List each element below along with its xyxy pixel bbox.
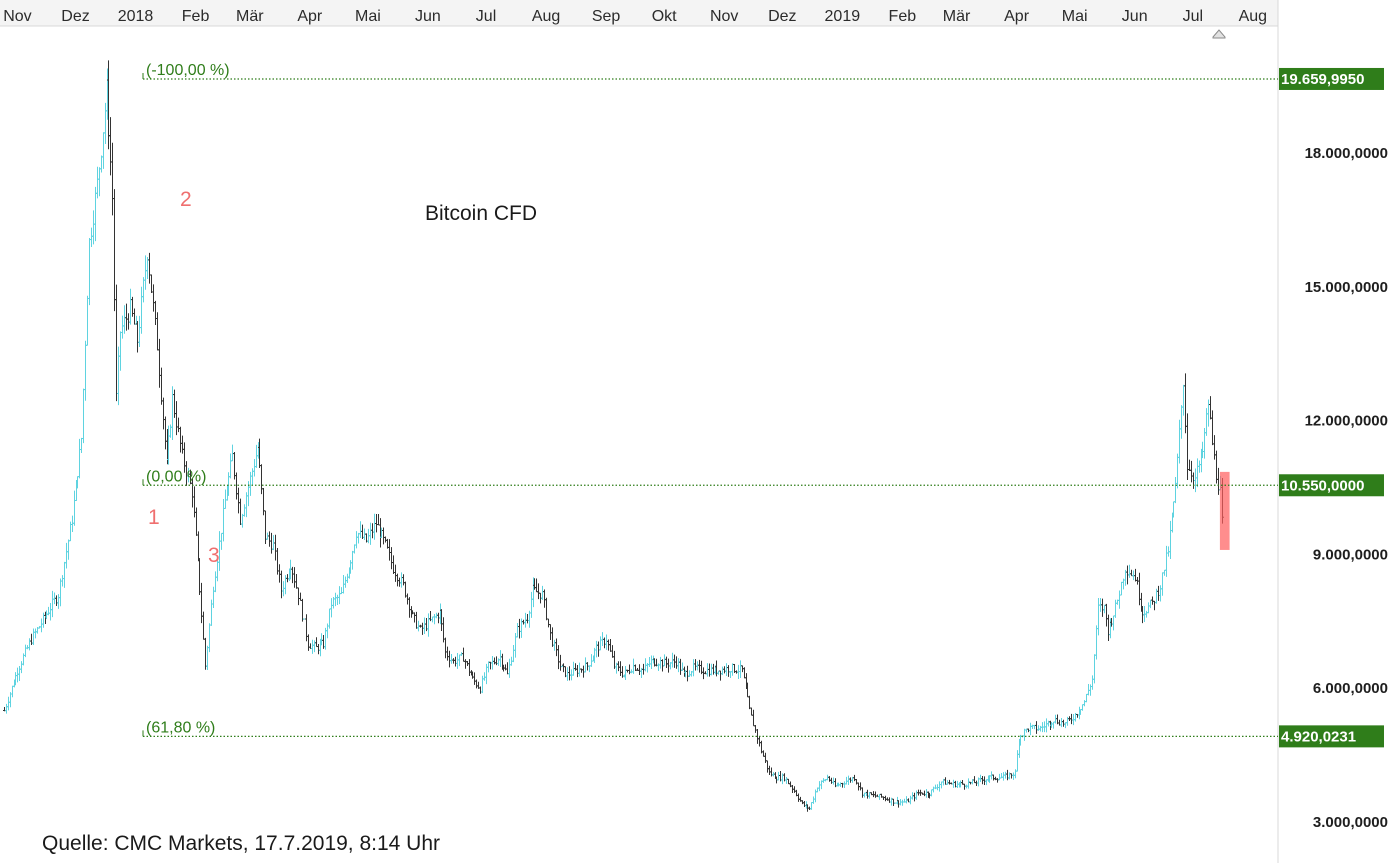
time-axis: Nov Dez 2018 Feb Mär Apr Mai Jun Jul Aug Sep Okt Nov…: [3, 8, 1267, 25]
fib-level-label: (0,00 %): [146, 468, 206, 485]
fib-level-label: (-100,00 %): [146, 62, 230, 79]
month-label: Dez: [768, 8, 796, 25]
month-label: Apr: [1004, 8, 1030, 25]
month-label: Mär: [236, 8, 264, 25]
fib-price-tag: [1279, 67, 1384, 90]
month-label: Mär: [943, 8, 971, 25]
month-label: Sep: [592, 8, 621, 25]
month-label: Aug: [1239, 8, 1267, 25]
fib-level-label: (61,80 %): [146, 719, 215, 736]
price-tick-label: 6.000,0000: [1313, 680, 1388, 697]
price-tick-label: 15.000,0000: [1305, 279, 1388, 296]
month-label: Nov: [3, 8, 31, 25]
month-label: Jul: [1183, 8, 1203, 25]
ohlc-bars: [3, 60, 1230, 812]
wave-label-1: 1: [148, 506, 160, 529]
month-label: Nov: [710, 8, 738, 25]
month-label: Aug: [532, 8, 560, 25]
month-label: Jun: [415, 8, 441, 25]
fibonacci-levels: (-100,00 %) 19.659,9950 (0,00 %) 10.550,000…: [142, 62, 1384, 748]
month-label: 2019: [825, 8, 861, 25]
month-label: Okt: [652, 8, 677, 25]
month-label: 2018: [118, 8, 154, 25]
fib-price-tag: [1279, 474, 1384, 497]
source-caption: Quelle: CMC Markets, 17.7.2019, 8:14 Uhr: [42, 832, 441, 855]
price-tick-label: 12.000,0000: [1305, 413, 1388, 430]
month-label: Feb: [889, 8, 917, 25]
month-label: Mai: [1062, 8, 1088, 25]
fib-price-tag-text: 19.659,9950: [1281, 71, 1364, 88]
wave-label-2: 2: [180, 188, 192, 211]
home-icon[interactable]: [1212, 29, 1226, 39]
month-label: Feb: [182, 8, 210, 25]
month-label: Apr: [297, 8, 323, 25]
month-label: Mai: [355, 8, 381, 25]
chart-title: Bitcoin CFD: [425, 202, 537, 225]
price-tick-label: 9.000,0000: [1313, 546, 1388, 563]
month-label: Jul: [476, 8, 496, 25]
fib-price-tag-text: 10.550,0000: [1281, 477, 1364, 494]
price-tick-label: 18.000,0000: [1305, 145, 1388, 162]
price-tick-label: 3.000,0000: [1313, 814, 1388, 831]
fib-price-tag-text: 4.920,0231: [1281, 728, 1356, 745]
highlight-box: [1219, 471, 1230, 550]
price-axis: 18.000,0000 15.000,0000 12.000,0000 9.000,0…: [1305, 145, 1388, 831]
month-label: Dez: [61, 8, 89, 25]
wave-label-3: 3: [208, 544, 220, 567]
month-label: Jun: [1122, 8, 1148, 25]
fib-price-tag: [1279, 725, 1384, 748]
